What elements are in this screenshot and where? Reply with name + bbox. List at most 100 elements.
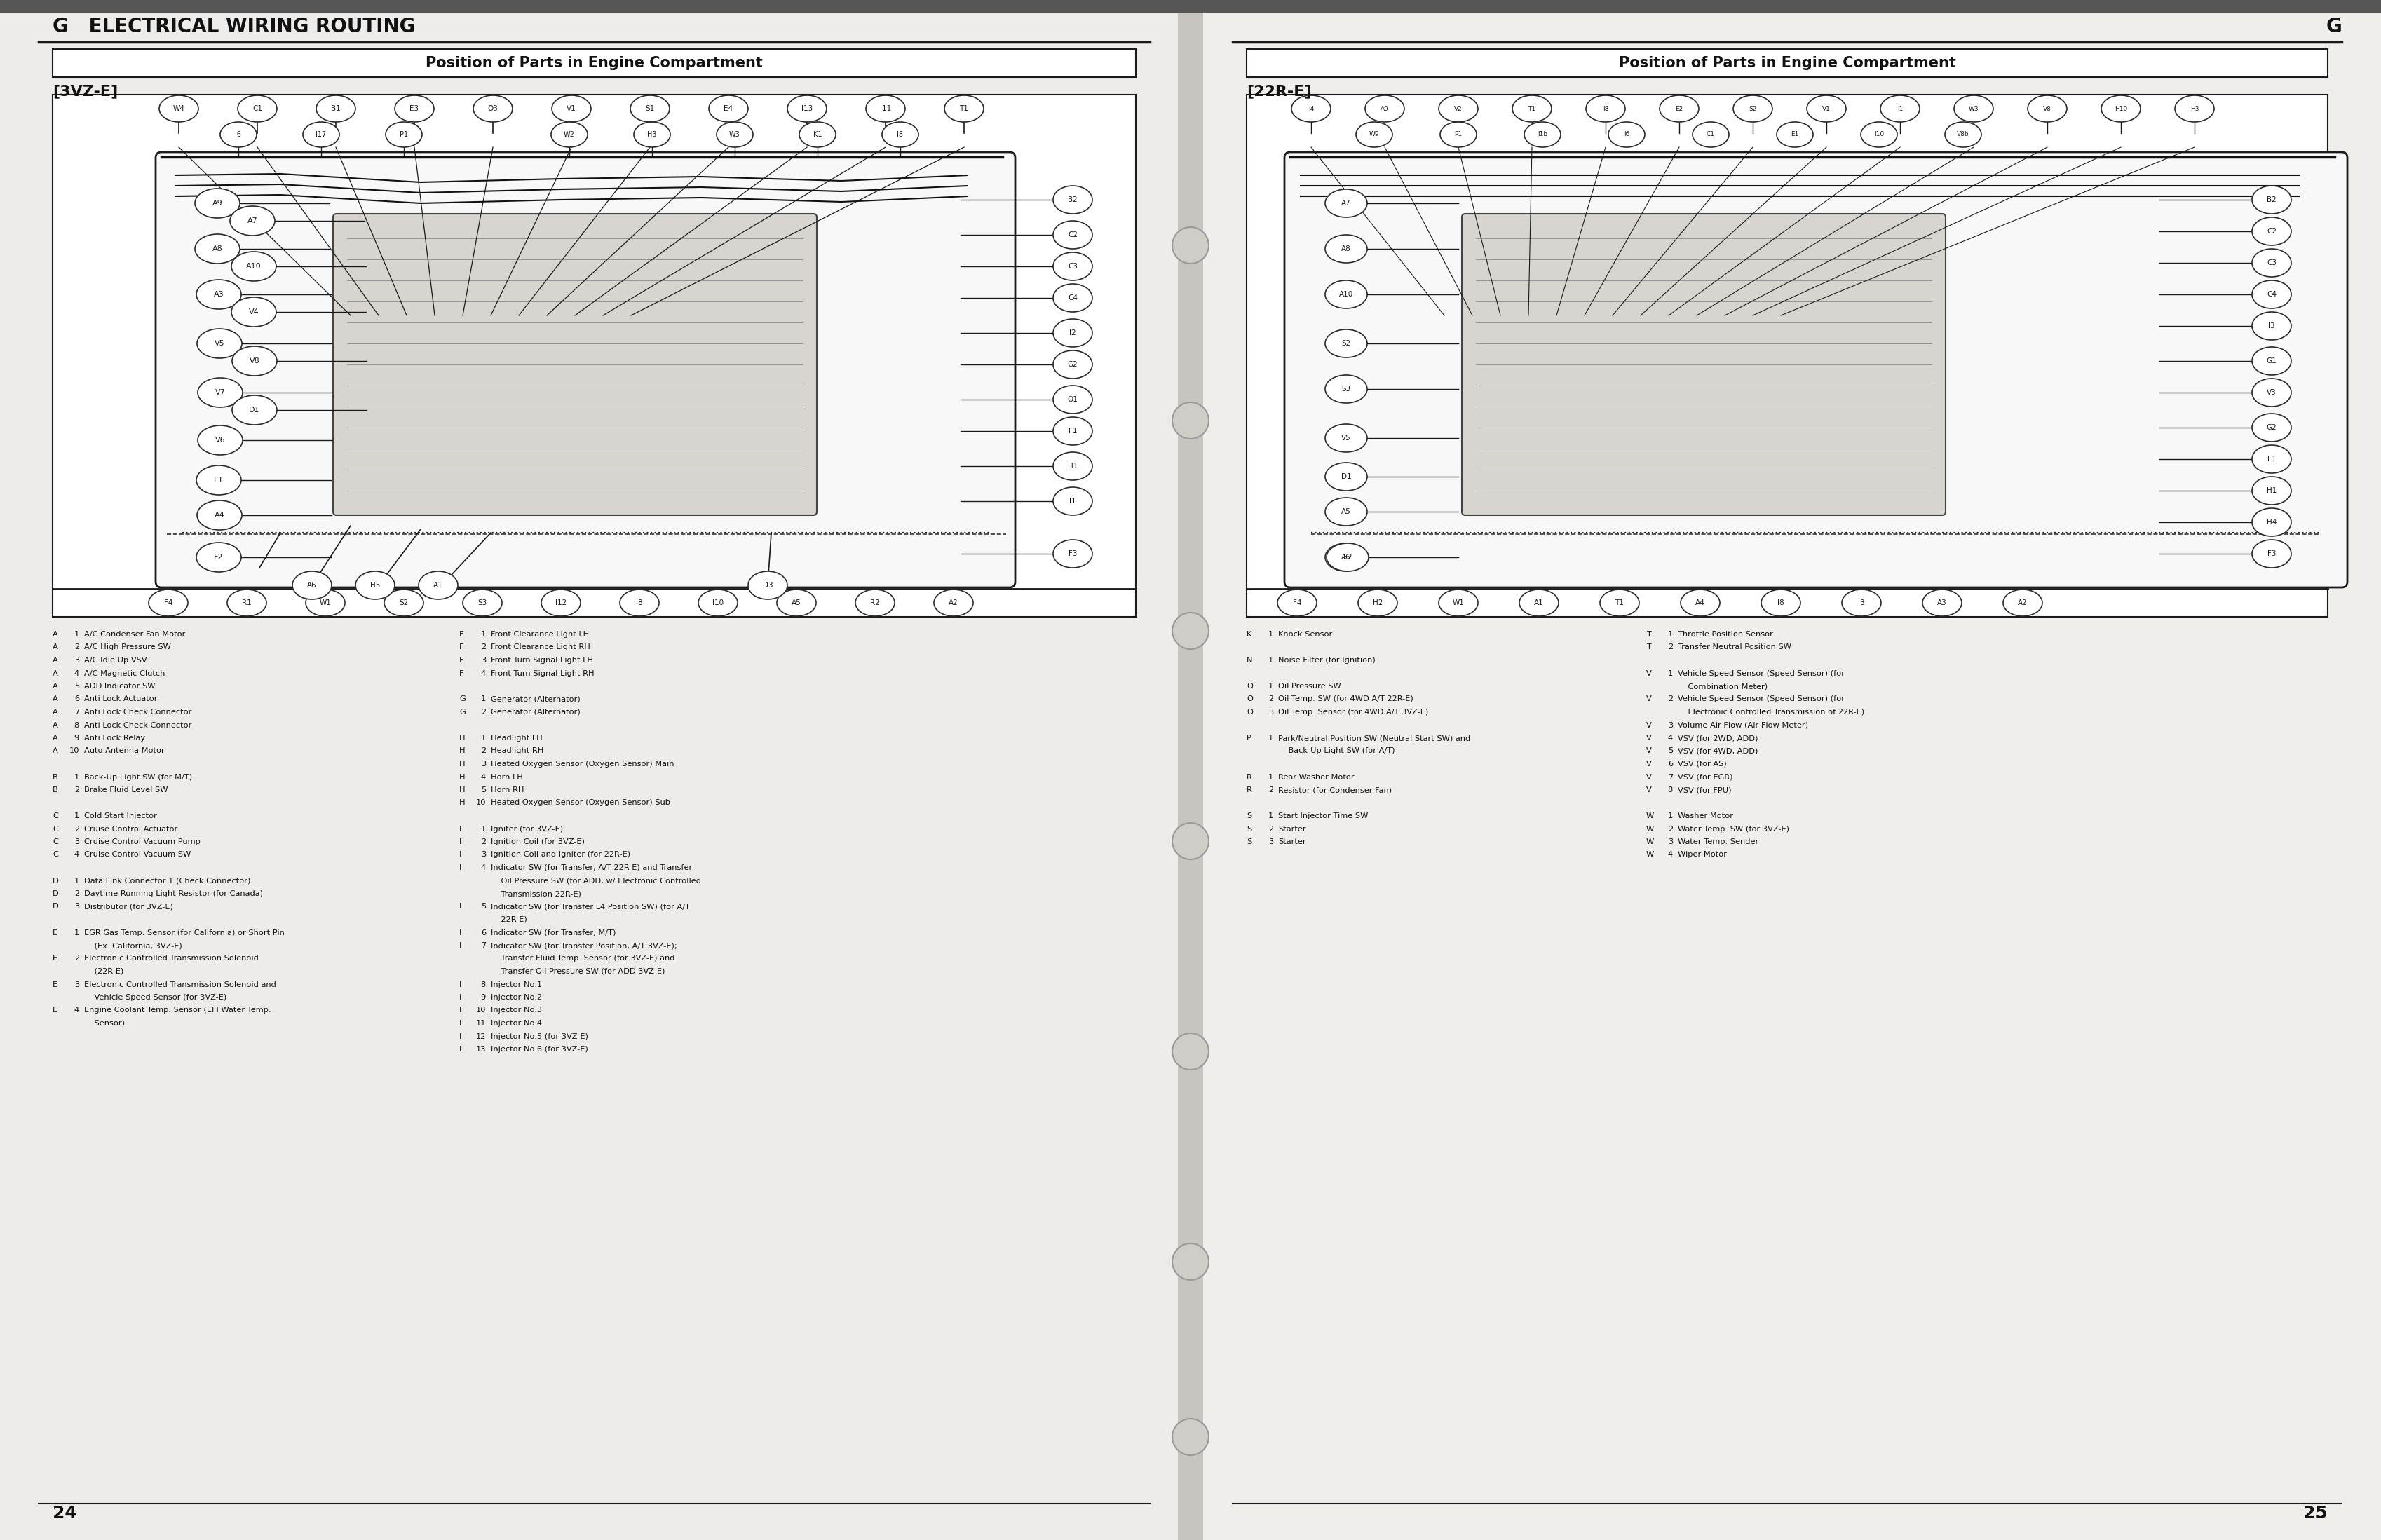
Ellipse shape <box>2252 249 2291 277</box>
Text: Transfer Fluid Temp. Sensor (for 3VZ-E) and: Transfer Fluid Temp. Sensor (for 3VZ-E) … <box>490 955 674 962</box>
Text: F2: F2 <box>214 554 224 561</box>
Text: F1: F1 <box>2267 456 2276 462</box>
Text: I4: I4 <box>1307 106 1314 112</box>
Text: 2: 2 <box>74 955 79 962</box>
Ellipse shape <box>800 122 836 148</box>
Text: Auto Antenna Motor: Auto Antenna Motor <box>83 747 164 755</box>
Text: E: E <box>52 981 57 989</box>
Text: 7: 7 <box>1667 773 1674 781</box>
Text: F2: F2 <box>1343 554 1352 561</box>
Text: H: H <box>460 787 464 793</box>
Text: C1: C1 <box>1707 131 1714 137</box>
Text: V8b: V8b <box>1957 131 1969 137</box>
Ellipse shape <box>1052 283 1093 313</box>
Ellipse shape <box>933 590 974 616</box>
Text: I1: I1 <box>1898 106 1902 112</box>
Text: A9: A9 <box>1381 106 1388 112</box>
Text: C4: C4 <box>1067 294 1079 302</box>
Ellipse shape <box>2002 590 2043 616</box>
Text: VSV (for 4WD, ADD): VSV (for 4WD, ADD) <box>1679 747 1757 755</box>
Text: V2: V2 <box>1455 106 1462 112</box>
Text: 13: 13 <box>476 1046 486 1053</box>
Ellipse shape <box>698 590 738 616</box>
Text: E3: E3 <box>410 105 419 112</box>
Ellipse shape <box>1807 95 1845 122</box>
Text: VSV (for FPU): VSV (for FPU) <box>1679 787 1731 793</box>
Text: Horn LH: Horn LH <box>490 773 524 781</box>
Text: C: C <box>52 838 57 845</box>
Text: 8: 8 <box>481 981 486 989</box>
Text: G: G <box>460 708 464 716</box>
Bar <box>1248 49 2329 77</box>
Ellipse shape <box>1660 95 1698 122</box>
Text: A7: A7 <box>248 217 257 225</box>
Text: A1: A1 <box>433 582 443 588</box>
Text: B2: B2 <box>2267 196 2276 203</box>
Text: 4: 4 <box>481 670 486 676</box>
Text: 1: 1 <box>74 929 79 936</box>
Text: S: S <box>1248 825 1252 833</box>
Text: Anti Lock Check Connector: Anti Lock Check Connector <box>83 722 190 728</box>
Text: A10: A10 <box>1338 291 1352 297</box>
Ellipse shape <box>1733 95 1771 122</box>
Text: I3: I3 <box>2269 322 2274 330</box>
Circle shape <box>1171 1033 1210 1070</box>
Text: W9: W9 <box>1369 131 1379 137</box>
Text: I8: I8 <box>636 599 643 607</box>
Text: 3: 3 <box>481 852 486 858</box>
Text: 3: 3 <box>1667 838 1674 845</box>
Text: Injector No.3: Injector No.3 <box>490 1007 543 1013</box>
Text: A: A <box>52 631 57 638</box>
Ellipse shape <box>1279 590 1317 616</box>
Text: S1: S1 <box>645 105 655 112</box>
Text: T1: T1 <box>960 105 969 112</box>
Text: 1: 1 <box>481 735 486 742</box>
Text: Cruise Control Vacuum Pump: Cruise Control Vacuum Pump <box>83 838 200 845</box>
Bar <box>1190 0 2381 1540</box>
Text: I11: I11 <box>881 105 890 112</box>
Ellipse shape <box>195 188 240 219</box>
Text: Vehicle Speed Sensor (for 3VZ-E): Vehicle Speed Sensor (for 3VZ-E) <box>83 993 226 1001</box>
Text: Sensor): Sensor) <box>83 1019 124 1027</box>
Text: Volume Air Flow (Air Flow Meter): Volume Air Flow (Air Flow Meter) <box>1679 722 1807 728</box>
Text: P1: P1 <box>400 131 407 139</box>
Text: [22R-E]: [22R-E] <box>1248 85 1312 99</box>
Ellipse shape <box>748 571 788 599</box>
Text: 2: 2 <box>1667 644 1674 651</box>
Text: I1: I1 <box>1069 497 1076 505</box>
Ellipse shape <box>2252 313 2291 340</box>
Text: A1: A1 <box>1533 599 1543 607</box>
Ellipse shape <box>1326 280 1367 308</box>
Text: I10: I10 <box>1874 131 1883 137</box>
Text: F: F <box>460 644 464 651</box>
Text: 24: 24 <box>52 1505 76 1522</box>
Text: Indicator SW (for Transfer, M/T): Indicator SW (for Transfer, M/T) <box>490 929 617 936</box>
Text: Daytime Running Light Resistor (for Canada): Daytime Running Light Resistor (for Cana… <box>83 890 262 898</box>
Ellipse shape <box>198 377 243 407</box>
Text: Generator (Alternator): Generator (Alternator) <box>490 696 581 702</box>
Text: E1: E1 <box>1791 131 1800 137</box>
Text: 22R-E): 22R-E) <box>490 916 526 922</box>
Ellipse shape <box>1843 590 1881 616</box>
Text: S2: S2 <box>1341 340 1350 346</box>
Text: V1: V1 <box>567 105 576 112</box>
Text: Engine Coolant Temp. Sensor (EFI Water Temp.: Engine Coolant Temp. Sensor (EFI Water T… <box>83 1007 271 1013</box>
Text: 2: 2 <box>481 644 486 651</box>
Ellipse shape <box>195 542 240 571</box>
Text: I3: I3 <box>1857 599 1864 607</box>
Text: 9: 9 <box>481 993 486 1001</box>
Text: VSV (for EGR): VSV (for EGR) <box>1679 773 1733 781</box>
Text: A: A <box>52 747 57 755</box>
Ellipse shape <box>717 122 752 148</box>
Text: 3: 3 <box>1269 708 1274 716</box>
Ellipse shape <box>2252 186 2291 214</box>
Text: 3: 3 <box>74 656 79 664</box>
Text: Front Clearance Light LH: Front Clearance Light LH <box>490 631 588 638</box>
Ellipse shape <box>1052 539 1093 568</box>
Ellipse shape <box>383 590 424 616</box>
Text: V: V <box>1645 670 1652 676</box>
Text: I8: I8 <box>1602 106 1610 112</box>
Text: Headlight LH: Headlight LH <box>490 735 543 742</box>
Text: 1: 1 <box>481 825 486 833</box>
Text: (Ex. California, 3VZ-E): (Ex. California, 3VZ-E) <box>83 942 181 949</box>
